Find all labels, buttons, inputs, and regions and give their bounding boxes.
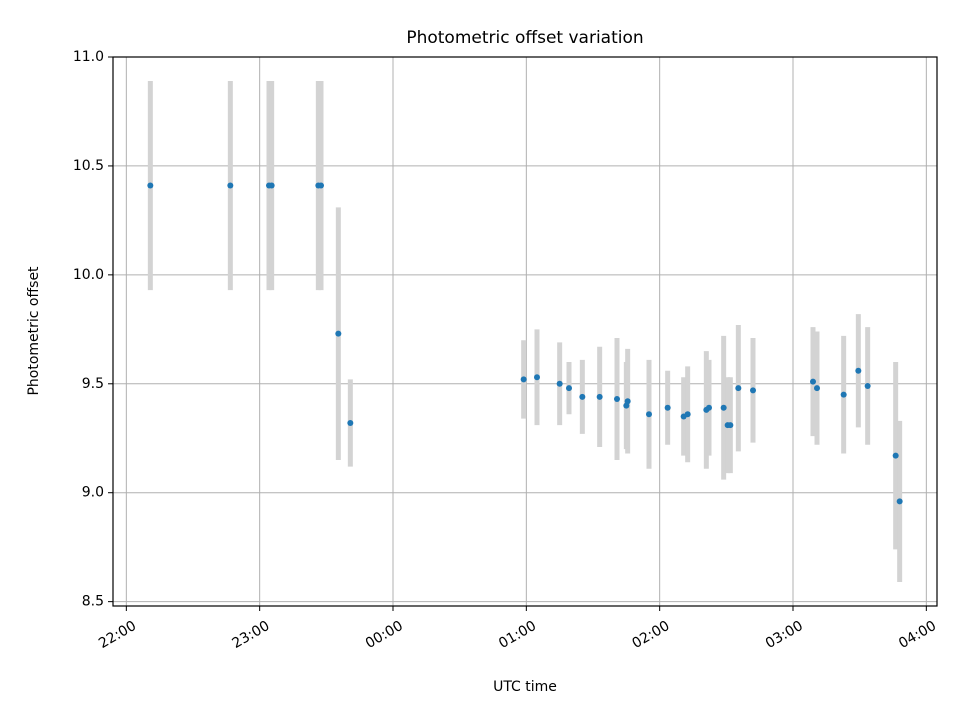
chart-title: Photometric offset variation: [406, 28, 643, 48]
data-point: [579, 393, 586, 400]
data-point: [335, 330, 342, 337]
x-tick-label: 00:00: [363, 618, 406, 652]
data-point: [227, 182, 234, 189]
data-point: [810, 378, 816, 385]
x-tick-label: 22:00: [96, 618, 139, 652]
data-point: [855, 367, 862, 374]
y-tick-label: 10.0: [73, 267, 104, 283]
data-point: [892, 452, 899, 459]
y-axis-ticks: 8.5 9.0 9.5 10.0 10.5 11.0: [73, 49, 113, 610]
data-point: [614, 396, 620, 403]
data-point: [347, 420, 354, 426]
data-point: [534, 374, 540, 381]
data-point: [318, 182, 324, 189]
x-tick-label: 23:00: [230, 618, 273, 652]
data-point: [664, 404, 671, 411]
data-point: [596, 393, 603, 400]
x-tick-label: 02:00: [630, 618, 673, 652]
data-point: [268, 182, 275, 189]
x-tick-label: 01:00: [496, 618, 539, 652]
data-point: [646, 411, 652, 418]
y-axis-label: Photometric offset: [26, 266, 42, 396]
data-point: [566, 385, 572, 392]
y-tick-label: 9.5: [82, 376, 104, 392]
x-tick-label: 04:00: [896, 618, 939, 652]
data-point: [147, 182, 154, 189]
error-bars: [147, 80, 903, 583]
data-point: [814, 385, 820, 392]
data-point: [684, 411, 691, 418]
y-tick-label: 11.0: [73, 49, 104, 65]
data-points: [147, 182, 903, 505]
y-tick-label: 8.5: [82, 594, 104, 610]
data-point: [750, 387, 756, 394]
data-point: [864, 382, 871, 389]
data-point: [624, 398, 631, 405]
data-point: [727, 422, 734, 429]
data-point: [706, 404, 712, 411]
data-point: [735, 385, 742, 392]
x-axis-label: UTC time: [493, 679, 557, 695]
x-axis-ticks: 22:00 23:00 00:00 01:00 02:00 03:00 04:00: [96, 606, 939, 652]
data-point: [520, 376, 527, 383]
data-point: [840, 391, 847, 398]
data-point: [896, 498, 903, 505]
x-tick-label: 03:00: [763, 618, 806, 652]
y-tick-label: 9.0: [82, 485, 104, 501]
y-tick-label: 10.5: [73, 158, 104, 174]
data-point: [556, 380, 563, 387]
data-point: [720, 404, 727, 411]
plot-frame: [112, 56, 938, 607]
